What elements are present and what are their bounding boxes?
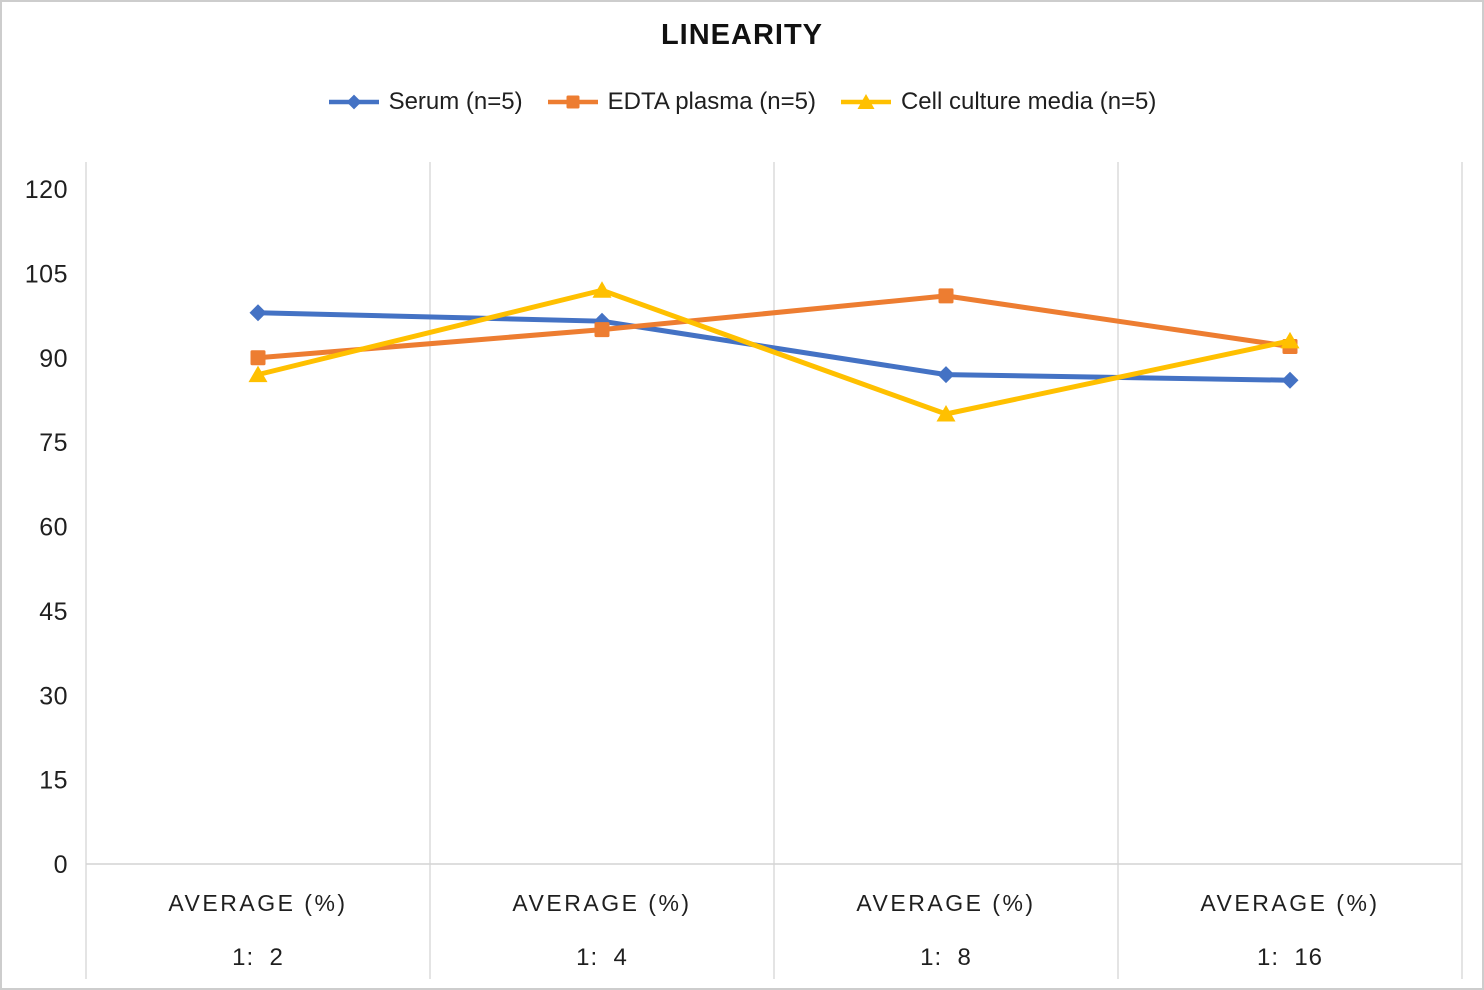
y-tick-label: 45 bbox=[39, 598, 68, 626]
y-tick-label: 60 bbox=[39, 514, 68, 542]
square-marker bbox=[594, 322, 610, 338]
triangle-marker bbox=[248, 365, 268, 383]
chart-title: LINEARITY bbox=[660, 19, 824, 51]
series-line-1 bbox=[255, 293, 1293, 361]
diamond-marker bbox=[249, 304, 267, 322]
triangle-marker bbox=[592, 281, 612, 298]
y-tick-label: 0 bbox=[54, 851, 68, 879]
category-sublabel: 1: 4 bbox=[576, 944, 628, 971]
y-tick-label: 120 bbox=[25, 176, 68, 204]
y-tick-label: 105 bbox=[25, 260, 68, 288]
category-label: AVERAGE (%) bbox=[1200, 890, 1379, 916]
category-label: AVERAGE (%) bbox=[856, 890, 1035, 916]
blue-diamond-line-icon bbox=[328, 92, 380, 112]
category-sublabel: 1: 16 bbox=[1257, 944, 1323, 971]
square-marker bbox=[938, 288, 954, 304]
y-tick-label: 90 bbox=[39, 345, 68, 373]
triangle-marker bbox=[936, 405, 956, 422]
diamond-marker bbox=[1281, 371, 1299, 389]
legend-label-serum: Serum (n=5) bbox=[388, 88, 523, 115]
y-tick-label: 30 bbox=[39, 682, 68, 710]
category-label: AVERAGE (%) bbox=[168, 890, 347, 916]
category-sublabel: 1: 2 bbox=[232, 944, 284, 971]
legend: Serum (n=5) EDTA plasma (n=5) Cell cultu… bbox=[2, 88, 1482, 116]
y-tick-label: 15 bbox=[39, 767, 68, 795]
series-line-2 bbox=[255, 287, 1293, 417]
legend-label-edta-plasma: EDTA plasma (n=5) bbox=[607, 88, 816, 115]
orange-square-line-icon bbox=[547, 92, 599, 112]
legend-item-edta-plasma: EDTA plasma (n=5) bbox=[547, 88, 816, 116]
square-marker bbox=[250, 350, 266, 366]
y-tick-label: 75 bbox=[39, 429, 68, 457]
category-label: AVERAGE (%) bbox=[512, 890, 691, 916]
legend-item-cell-culture-media: Cell culture media (n=5) bbox=[840, 88, 1156, 116]
legend-label-cell-culture-media: Cell culture media (n=5) bbox=[900, 88, 1157, 115]
category-sublabel: 1: 8 bbox=[920, 944, 972, 971]
gold-triangle-line-icon bbox=[840, 92, 892, 112]
diamond-marker bbox=[937, 366, 955, 384]
legend-item-serum: Serum (n=5) bbox=[328, 88, 523, 116]
triangle-marker bbox=[1280, 331, 1300, 349]
